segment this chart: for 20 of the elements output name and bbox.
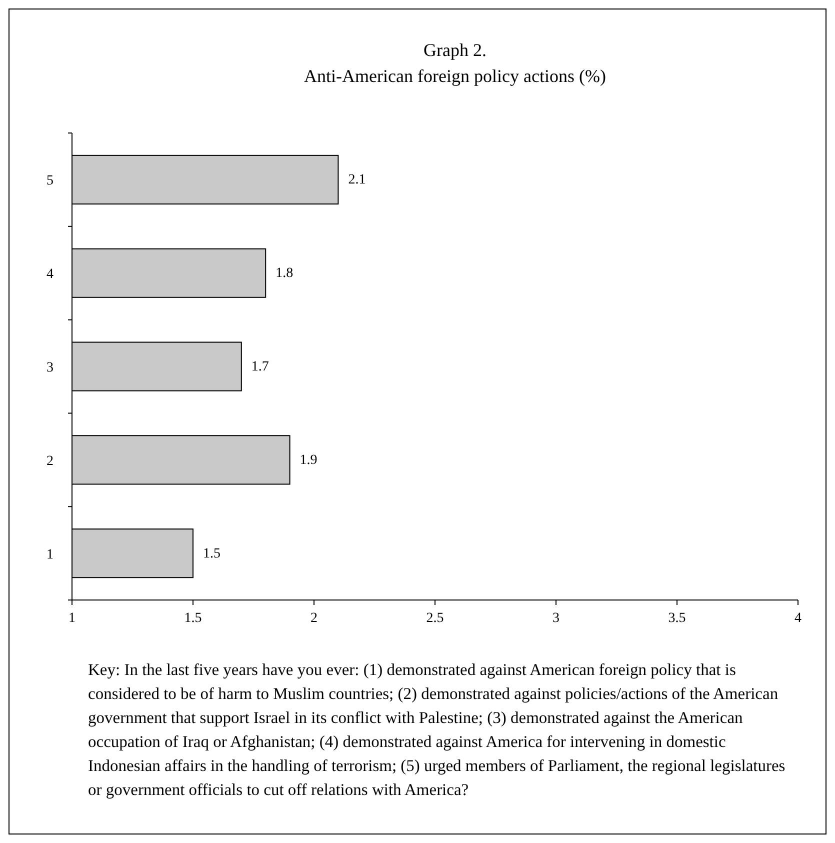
data-label: 2.1	[348, 172, 366, 188]
x-tick-label: 4	[794, 611, 802, 626]
y-tick-label: 5	[46, 174, 54, 189]
data-label: 1.8	[276, 266, 294, 282]
x-tick-label: 3	[552, 611, 560, 626]
x-tick-label: 1	[68, 611, 76, 626]
x-tick-label: 1.5	[184, 611, 202, 626]
data-label: 1.7	[251, 360, 269, 374]
text: Key: In the last five years have you ever: (1) demonstrated against American foreign policy that is considered to be of harm to Muslim countries; (2) demonstrated against policies/actions of the American government that support Israel in its conflict with Palestine; (3) demonstrated against the American occupation of Iraq or Afghanistan; (4) demonstrated against America for intervening in domestic Indonesian affairs in the handling of terrorism; (5) urged members of Parliament, the regional legislatures or government officials to cut off relations with America?	[88, 660, 786, 799]
x-tick-label: 2	[310, 611, 318, 626]
chart-title: Graph 2.	[424, 40, 486, 60]
chart-subtitle: Anti-American foreign policy actions (%)	[304, 66, 606, 86]
data-label: 1.9	[300, 452, 318, 468]
x-tick-label: 2.5	[426, 611, 444, 626]
y-tick-label: 1	[46, 547, 54, 562]
y-tick-label: 2	[46, 454, 54, 469]
y-tick-label: 3	[46, 360, 54, 376]
y-tick-label: 4	[46, 267, 54, 282]
data-label: 1.5	[203, 546, 220, 562]
x-tick-label: 3.5	[668, 611, 686, 626]
